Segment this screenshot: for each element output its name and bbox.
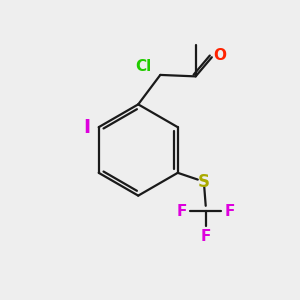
Text: F: F [200,229,211,244]
Text: I: I [83,118,90,137]
Text: S: S [198,173,210,191]
Text: F: F [176,204,187,219]
Text: F: F [225,204,235,219]
Text: Cl: Cl [135,59,152,74]
Text: O: O [214,48,226,63]
